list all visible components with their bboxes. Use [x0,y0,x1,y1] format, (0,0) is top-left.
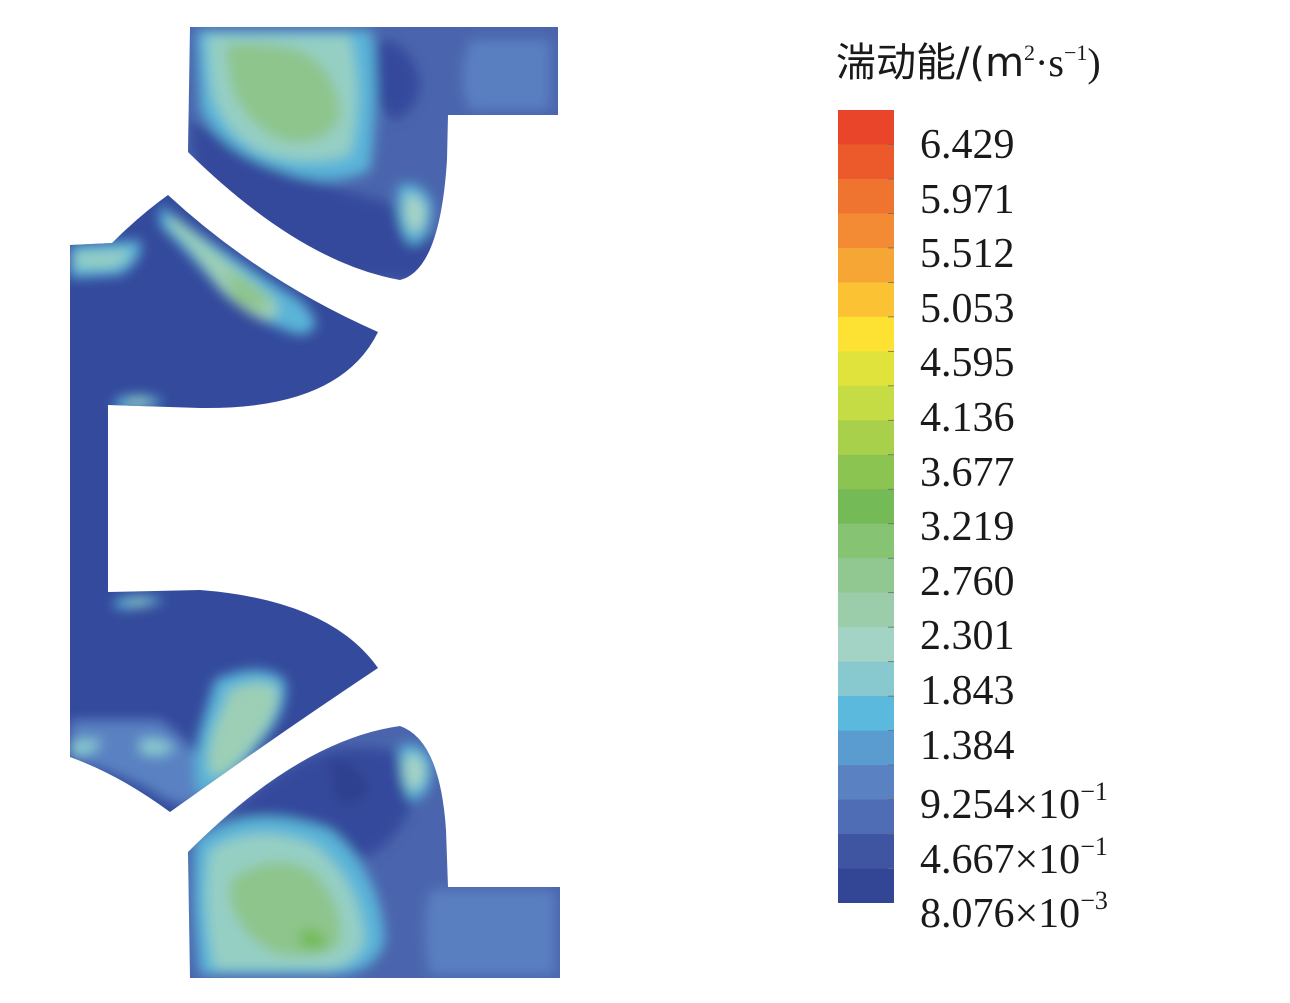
tick-mantissa: 5.512 [920,231,1015,278]
tick-exponent: −1 [1080,831,1108,861]
colorbar-band [838,765,894,801]
colorbar-tick-label: 4.136 [920,397,1015,439]
colorbar-band [838,627,894,663]
colorbar-band [838,868,894,903]
colorbar-band [838,661,894,697]
tick-mantissa: 1.384 [920,722,1015,769]
colorbar-band [838,316,894,352]
colorbar-tick-label: 4.595 [920,342,1015,384]
colorbar-tick-label: 2.760 [920,561,1015,603]
tick-exponent: −1 [1080,777,1108,807]
tick-mantissa: 5.053 [920,285,1015,332]
colorbar-band [838,178,894,215]
colorbar-tick-label: 1.843 [920,670,1015,712]
tick-mantissa: 9.254×10 [920,782,1081,829]
legend-title: 湍动能/(m2·s−1) [836,30,1101,88]
tick-mantissa: 4.595 [920,340,1015,387]
tick-exponent: −3 [1080,886,1108,916]
tick-mantissa: 2.301 [920,613,1015,660]
colorbar-band [838,282,894,318]
tick-mantissa: 3.219 [920,504,1015,551]
legend-title-end: ) [1087,40,1101,85]
colorbar-tick-label: 6.429 [920,124,1015,166]
colorbar-band [838,385,894,421]
colorbar-band [838,558,894,594]
colorbar-band [838,523,894,559]
legend-title-exponent-1: 2 [1024,40,1036,65]
colorbar-band [838,799,894,835]
tick-mantissa: 3.677 [920,449,1015,496]
colorbar-band [838,213,894,249]
tick-mantissa: 4.136 [920,395,1015,441]
tick-mantissa: 4.667×10 [920,836,1081,883]
colorbar-band [838,247,894,283]
colorbar-tick-label: 8.076×10−3 [920,886,1108,938]
colorbar-band [838,110,894,146]
colorbar-tick-label: 5.512 [920,233,1015,275]
legend-title-exponent-2: −1 [1063,40,1088,65]
tick-mantissa: 6.429 [920,122,1015,168]
colorbar-band [838,489,894,525]
upper-right-flow-region [188,27,558,280]
colorbar-band [838,420,894,456]
colorbar-tick-label: 5.971 [920,179,1015,221]
central-flow-region [70,195,378,812]
tick-mantissa: 5.971 [920,176,1015,223]
colorbar-band [838,351,894,387]
colorbar-tick-label: 1.384 [920,725,1015,767]
legend-title-main: 湍动能/(m [836,40,1025,86]
colorbar-tick-label: 3.677 [920,452,1015,494]
tick-mantissa: 1.843 [920,668,1015,714]
tick-mantissa: 2.760 [920,558,1015,605]
colorbar-tick-label: 2.301 [920,615,1015,657]
colorbar-band [838,834,894,870]
colorbar [838,110,894,903]
colorbar-tick-label: 9.254×10−1 [920,777,1108,829]
colorbar-band [838,144,894,180]
colorbar-tick-label: 5.053 [920,288,1015,330]
colorbar-band [838,592,894,628]
colorbar-band [838,696,894,732]
colorbar-tick-label: 3.219 [920,506,1015,548]
colorbar-band [838,730,894,766]
colorbar-tick-label: 4.667×10−1 [920,831,1108,883]
legend-title-mid: ·s [1035,40,1064,85]
tick-mantissa: 8.076×10 [920,891,1081,938]
turbulent-kinetic-energy-contour-plot [70,27,560,978]
colorbar-band [838,454,894,490]
